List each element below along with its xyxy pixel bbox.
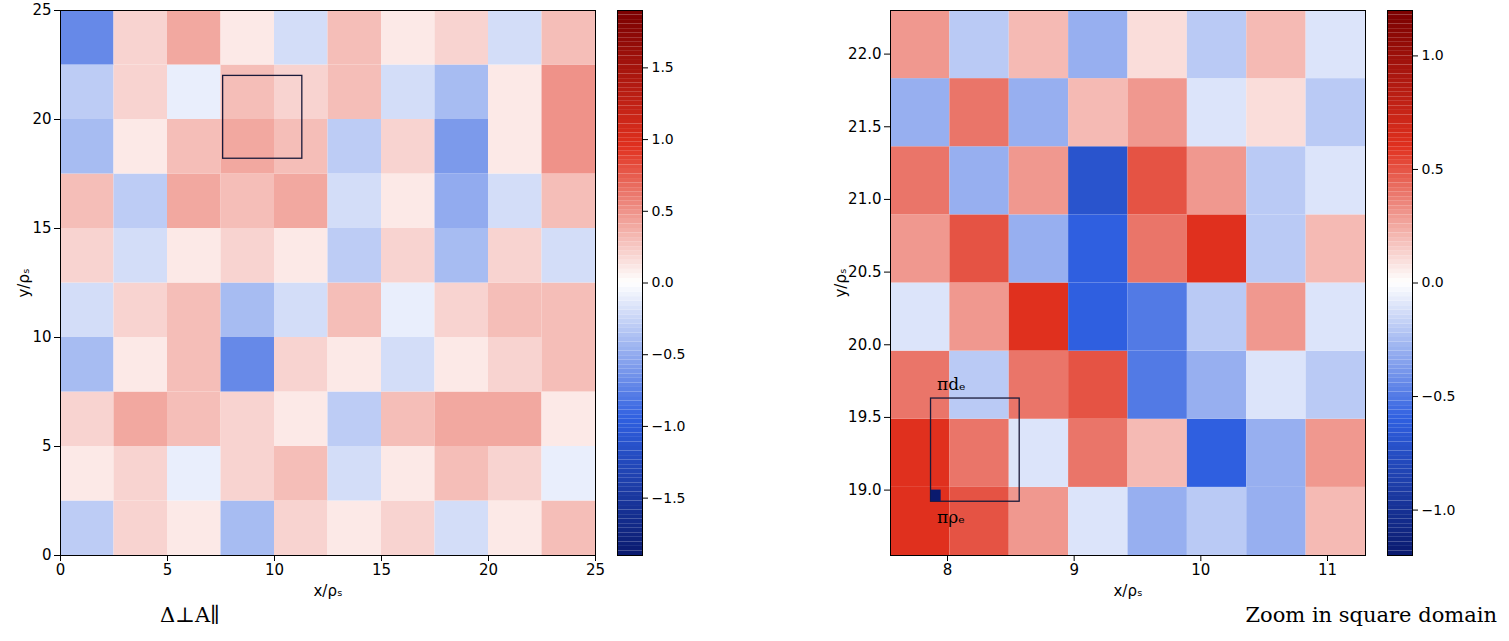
svg-text:−0.5: −0.5 <box>1422 388 1456 404</box>
svg-text:πρₑ: πρₑ <box>937 507 965 527</box>
svg-text:21.0: 21.0 <box>848 190 881 208</box>
svg-text:5: 5 <box>42 437 52 455</box>
svg-text:0.0: 0.0 <box>652 274 674 290</box>
svg-text:25: 25 <box>586 561 605 579</box>
svg-text:8: 8 <box>943 561 953 579</box>
svg-text:20: 20 <box>479 561 498 579</box>
svg-text:y/ρₛ: y/ρₛ <box>15 268 33 297</box>
svg-text:πdₑ: πdₑ <box>937 374 966 394</box>
svg-text:0.5: 0.5 <box>1422 161 1444 177</box>
svg-text:x/ρₛ: x/ρₛ <box>313 582 342 600</box>
svg-text:y/ρₛ: y/ρₛ <box>832 268 850 297</box>
svg-text:19.5: 19.5 <box>848 408 881 426</box>
svg-text:1.0: 1.0 <box>1422 47 1444 63</box>
html-text:Zoom in square domain: Zoom in square domain <box>1245 603 1497 627</box>
svg-text:20.5: 20.5 <box>848 263 881 281</box>
svg-text:11: 11 <box>1318 561 1337 579</box>
svg-text:20: 20 <box>32 110 51 128</box>
html-text:Δ⊥A∥: Δ⊥A∥ <box>160 603 220 627</box>
svg-text:19.0: 19.0 <box>848 481 881 499</box>
svg-text:21.5: 21.5 <box>848 118 881 136</box>
svg-text:0: 0 <box>56 561 66 579</box>
svg-text:15: 15 <box>32 219 51 237</box>
svg-text:22.0: 22.0 <box>848 45 881 63</box>
svg-text:1.5: 1.5 <box>652 59 674 75</box>
svg-text:0.5: 0.5 <box>652 203 674 219</box>
svg-text:x/ρₛ: x/ρₛ <box>1113 582 1142 600</box>
svg-text:0.0: 0.0 <box>1422 274 1444 290</box>
svg-text:10: 10 <box>32 328 51 346</box>
svg-text:−1.5: −1.5 <box>652 490 686 506</box>
svg-text:9: 9 <box>1069 561 1079 579</box>
svg-text:25: 25 <box>32 1 51 19</box>
svg-text:15: 15 <box>372 561 391 579</box>
svg-text:1.0: 1.0 <box>652 131 674 147</box>
svg-text:5: 5 <box>163 561 173 579</box>
svg-text:10: 10 <box>265 561 284 579</box>
svg-text:−0.5: −0.5 <box>652 346 686 362</box>
svg-text:−1.0: −1.0 <box>1422 502 1456 518</box>
svg-text:−1.0: −1.0 <box>652 418 686 434</box>
svg-text:20.0: 20.0 <box>848 336 881 354</box>
svg-text:0: 0 <box>42 546 52 564</box>
svg-text:10: 10 <box>1191 561 1210 579</box>
